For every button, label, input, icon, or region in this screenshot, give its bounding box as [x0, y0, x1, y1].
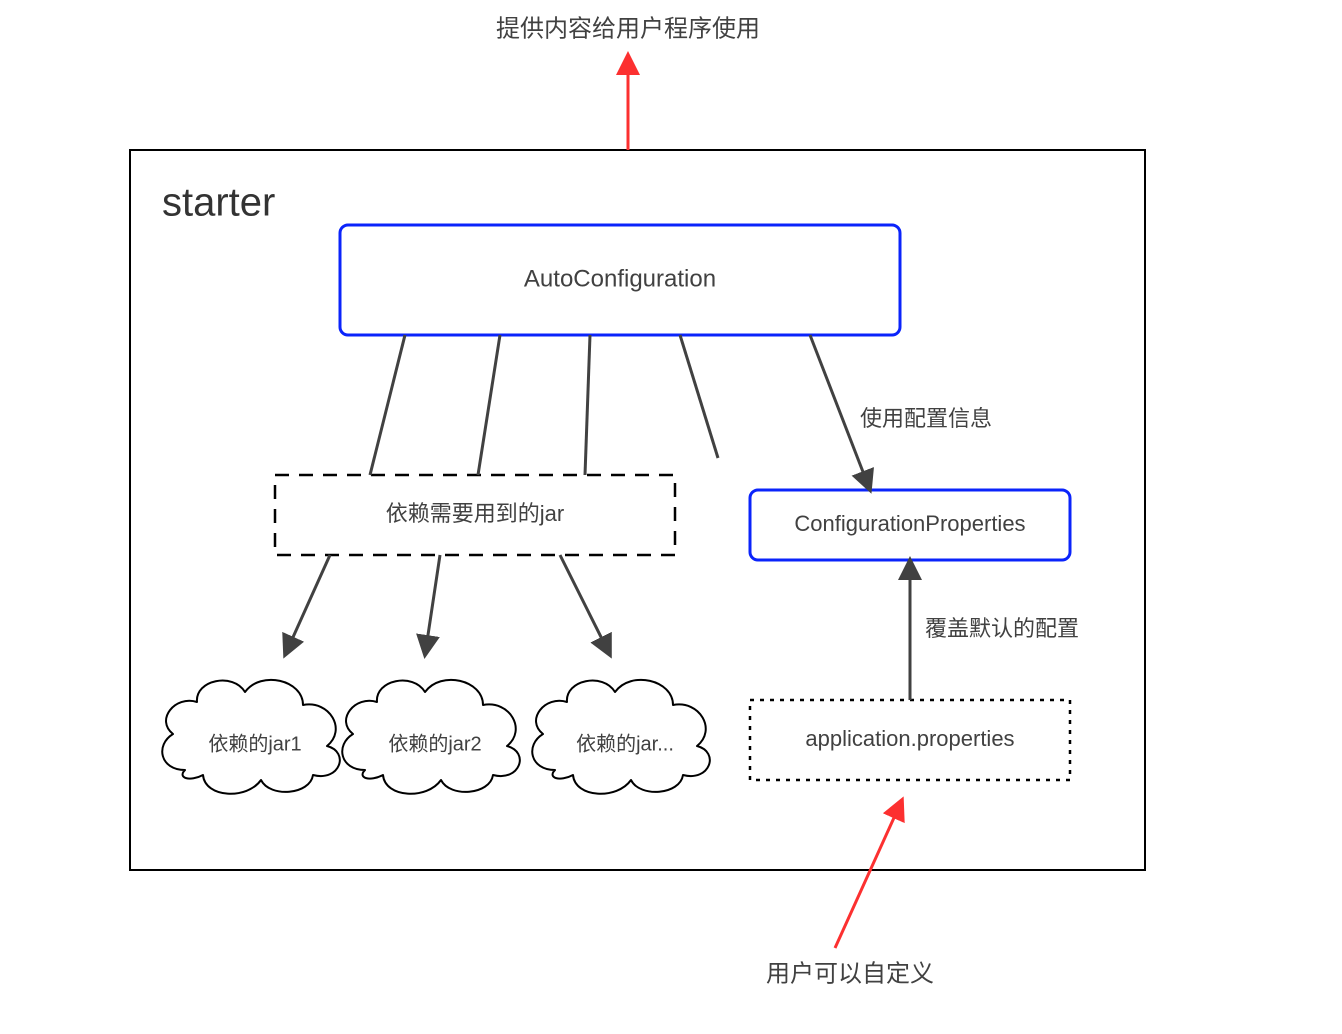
cloud-jar-2: 依赖的jar... — [532, 680, 710, 794]
cloud-jar-0: 依赖的jar1 — [162, 680, 340, 794]
node-label-auto_config: AutoConfiguration — [524, 265, 716, 292]
annotation-label-1: 使用配置信息 — [860, 406, 992, 431]
connector-line-0 — [370, 335, 405, 475]
arrow-dark-0 — [285, 555, 330, 655]
annotation-label-2: 覆盖默认的配置 — [925, 616, 1079, 641]
starter-title: starter — [162, 181, 275, 225]
arrow-red-1 — [835, 800, 902, 948]
arrow-dark-1 — [425, 555, 440, 655]
cloud-label-1: 依赖的jar2 — [388, 732, 481, 755]
node-config_props: ConfigurationProperties — [750, 490, 1070, 560]
node-dep_jar: 依赖需要用到的jar — [275, 475, 675, 555]
node-app_props: application.properties — [750, 700, 1070, 780]
connector-line-2 — [585, 335, 590, 475]
node-label-dep_jar: 依赖需要用到的jar — [386, 501, 564, 526]
annotation-label-3: 用户可以自定义 — [766, 960, 934, 987]
cloud-jar-1: 依赖的jar2 — [342, 680, 520, 794]
node-auto_config: AutoConfiguration — [340, 225, 900, 335]
node-label-app_props: application.properties — [805, 726, 1014, 751]
arrow-dark-2 — [560, 555, 610, 655]
cloud-label-2: 依赖的jar... — [576, 732, 674, 755]
node-label-config_props: ConfigurationProperties — [794, 511, 1025, 536]
connector-line-1 — [478, 335, 500, 475]
connector-line-3 — [680, 335, 718, 458]
annotation-label-0: 提供内容给用户程序使用 — [496, 15, 760, 42]
cloud-label-0: 依赖的jar1 — [208, 732, 301, 755]
